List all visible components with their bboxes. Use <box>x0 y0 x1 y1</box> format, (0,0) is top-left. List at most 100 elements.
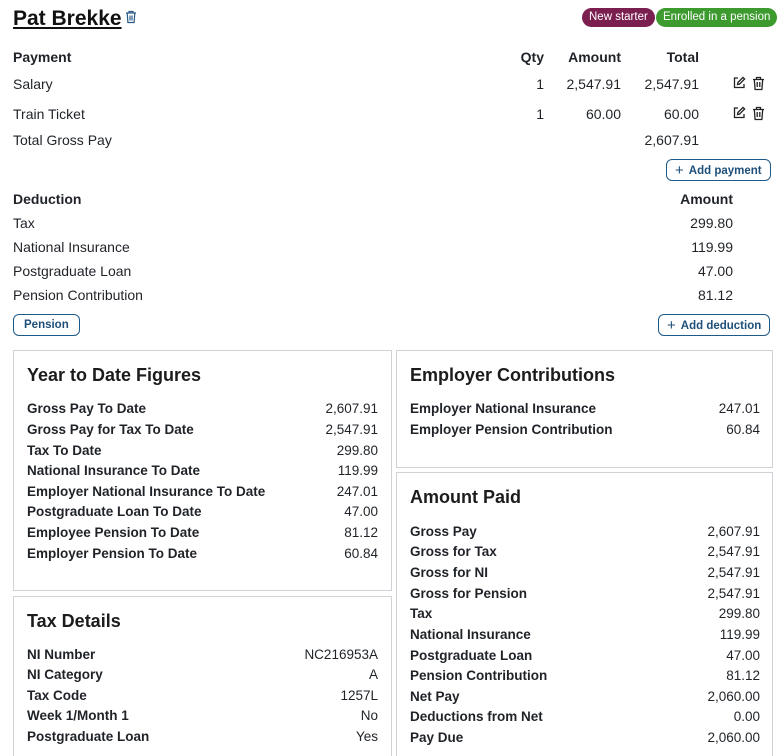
payment-total: 2,547.91 <box>644 76 700 92</box>
ytd-row: Gross Pay for Tax To Date 2,547.91 <box>27 422 378 441</box>
amount-paid-label: Pay Due <box>410 730 464 745</box>
amount-paid-label: Gross for Tax <box>410 544 497 559</box>
ytd-row: Tax To Date 299.80 <box>27 443 378 462</box>
tax-detail-row: NI Category A <box>27 667 378 686</box>
employer-value: 60.84 <box>726 422 760 437</box>
ytd-row: Gross Pay To Date 2,607.91 <box>27 401 378 420</box>
tax-detail-label: Week 1/Month 1 <box>27 708 129 723</box>
deduction-amount: 81.12 <box>697 287 733 303</box>
ytd-row: Employer Pension To Date 60.84 <box>27 546 378 565</box>
deduction-label: Tax <box>13 215 35 231</box>
pension-button[interactable]: Pension <box>13 314 80 336</box>
payment-col-header: Payment <box>13 49 72 65</box>
ytd-value: 2,607.91 <box>325 401 378 416</box>
tax-detail-label: Tax Code <box>27 688 87 703</box>
qty-col-header: Qty <box>520 49 544 65</box>
payment-qty: 1 <box>536 76 544 92</box>
payment-table-header: Payment Qty Amount Total <box>13 49 770 69</box>
add-deduction-button[interactable]: + Add deduction <box>658 314 771 336</box>
payment-label: Salary <box>13 76 53 92</box>
amount-paid-value: 2,547.91 <box>707 544 760 559</box>
ytd-label: Employer Pension To Date <box>27 546 198 561</box>
amount-paid-row: National Insurance 119.99 <box>410 627 760 646</box>
ytd-row: National Insurance To Date 119.99 <box>27 463 378 482</box>
tax-detail-value: A <box>368 667 378 682</box>
trash-icon[interactable] <box>752 106 766 121</box>
deduction-amount: 119.99 <box>691 239 733 255</box>
edit-icon[interactable] <box>732 76 746 90</box>
amount-paid-row: Gross for Tax 2,547.91 <box>410 544 760 563</box>
plus-icon: + <box>667 317 676 334</box>
amount-paid-row: Gross for Pension 2,547.91 <box>410 586 760 605</box>
ytd-value: 47.00 <box>344 504 378 519</box>
ytd-row: Postgraduate Loan To Date 47.00 <box>27 504 378 523</box>
trash-icon[interactable] <box>752 76 766 91</box>
total-gross-pay-row: Total Gross Pay 2,607.91 <box>13 132 770 152</box>
amount-paid-label: Deductions from Net <box>410 709 543 724</box>
amount-paid-label: Gross for NI <box>410 565 489 580</box>
tax-detail-row: NI Number NC216953A <box>27 647 378 666</box>
plus-icon: + <box>675 162 684 179</box>
ytd-label: Tax To Date <box>27 443 102 458</box>
edit-icon[interactable] <box>732 106 746 120</box>
employee-name[interactable]: Pat Brekke <box>13 7 122 30</box>
amount-paid-label: Gross Pay <box>410 524 477 539</box>
deduction-label: Pension Contribution <box>13 287 143 303</box>
ytd-label: Employer National Insurance To Date <box>27 484 266 499</box>
tax-detail-row: Postgraduate Loan Yes <box>27 729 378 748</box>
amount-paid-title: Amount Paid <box>410 487 521 507</box>
pension-enrolled-badge: Enrolled in a pension <box>656 8 778 27</box>
year-to-date-card: Year to Date Figures Gross Pay To Date 2,… <box>13 350 392 591</box>
amount-paid-value: 0.00 <box>733 709 760 724</box>
tax-details-card: Tax Details NI Number NC216953A NI Catego… <box>13 596 392 756</box>
amount-paid-value: 299.80 <box>718 606 760 621</box>
new-starter-badge: New starter <box>582 8 655 27</box>
deduction-row: Tax 299.80 <box>13 215 770 235</box>
ytd-value: 119.99 <box>337 463 378 478</box>
amount-paid-row: Pay Due 2,060.00 <box>410 730 760 749</box>
amount-paid-value: 2,547.91 <box>707 586 760 601</box>
amount-paid-value: 2,060.00 <box>707 689 760 704</box>
amount-paid-value: 119.99 <box>719 627 760 642</box>
deduction-col-header: Deduction <box>13 191 82 207</box>
ytd-value: 299.80 <box>336 443 378 458</box>
delete-employee-trash-icon[interactable] <box>125 10 137 27</box>
amount-paid-row: Gross for NI 2,547.91 <box>410 565 760 584</box>
ytd-label: Gross Pay To Date <box>27 401 147 416</box>
employer-contributions-card: Employer Contributions Employer National… <box>396 350 773 468</box>
ytd-label: Employee Pension To Date <box>27 525 200 540</box>
amount-paid-label: Net Pay <box>410 689 460 704</box>
deduction-row: National Insurance 119.99 <box>13 239 770 259</box>
add-payment-button[interactable]: + Add payment <box>666 159 771 181</box>
ytd-value: 81.12 <box>344 525 378 540</box>
amount-paid-row: Gross Pay 2,607.91 <box>410 524 760 543</box>
tax-detail-value: No <box>360 708 378 723</box>
amount-paid-label: Postgraduate Loan <box>410 648 533 663</box>
payment-qty: 1 <box>536 106 544 122</box>
ytd-value: 60.84 <box>344 546 378 561</box>
amount-paid-value: 2,060.00 <box>707 730 760 745</box>
employer-contributions-title: Employer Contributions <box>410 365 616 385</box>
deduction-label: Postgraduate Loan <box>13 263 132 279</box>
year-to-date-title: Year to Date Figures <box>27 365 202 385</box>
amount-paid-value: 47.00 <box>726 648 760 663</box>
amount-col-header: Amount <box>568 49 621 65</box>
tax-detail-row: Week 1/Month 1 No <box>27 708 378 727</box>
payment-total: 60.00 <box>663 106 699 122</box>
payment-label: Train Ticket <box>13 106 85 122</box>
deduction-table-header: Deduction Amount <box>13 191 770 211</box>
employer-value: 247.01 <box>718 401 760 416</box>
ytd-label: Postgraduate Loan To Date <box>27 504 202 519</box>
total-gross-pay-value: 2,607.91 <box>644 132 700 148</box>
ytd-value: 2,547.91 <box>325 422 378 437</box>
ytd-value: 247.01 <box>336 484 378 499</box>
tax-detail-row: Tax Code 1257L <box>27 688 378 707</box>
ytd-row: Employee Pension To Date 81.12 <box>27 525 378 544</box>
amount-paid-card: Amount Paid Gross Pay 2,607.91 Gross for … <box>396 472 773 756</box>
deduction-row: Postgraduate Loan 47.00 <box>13 263 770 283</box>
tax-detail-value: 1257L <box>340 688 378 703</box>
tax-detail-label: NI Category <box>27 667 103 682</box>
deduction-amount: 47.00 <box>697 263 733 279</box>
add-payment-label: Add payment <box>688 165 762 177</box>
amount-paid-value: 2,607.91 <box>707 524 760 539</box>
